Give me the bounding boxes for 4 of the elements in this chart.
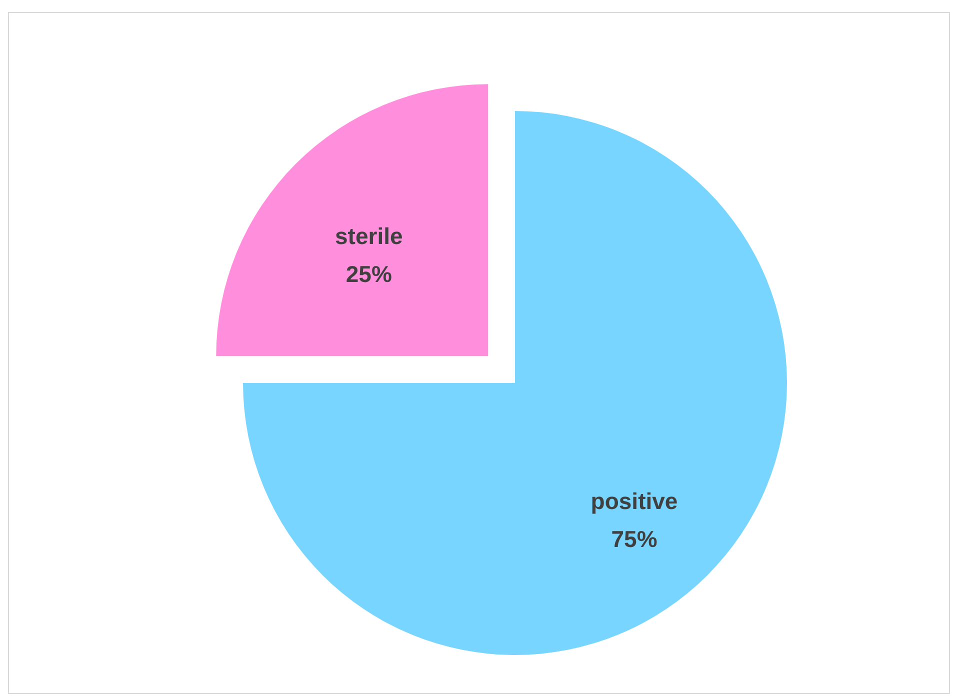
slice-label: positive: [590, 488, 678, 514]
data-label: 75%: [611, 526, 658, 552]
data-label: 25%: [346, 260, 392, 287]
slice-label: sterile: [335, 222, 403, 249]
